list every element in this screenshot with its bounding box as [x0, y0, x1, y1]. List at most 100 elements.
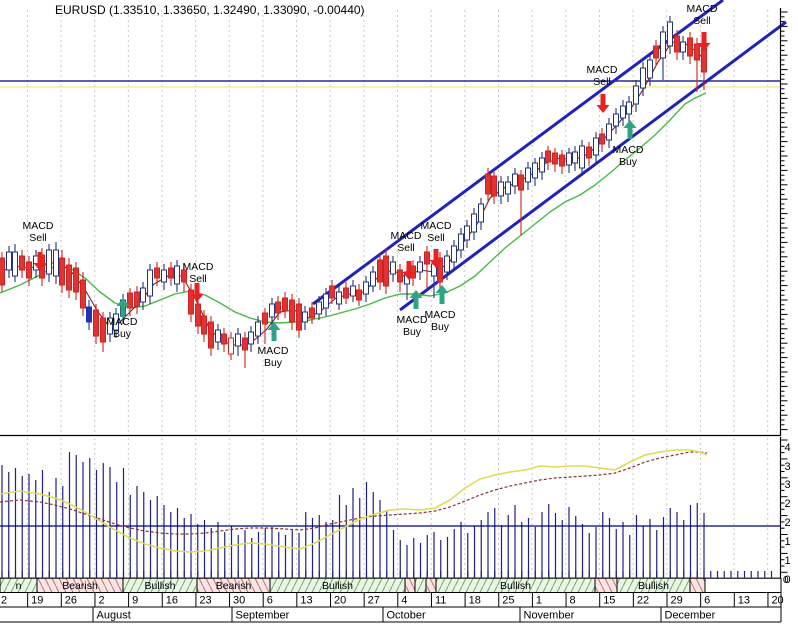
indicator-panel-layer: [0, 449, 781, 577]
sentiment-segment-bear: Bearish: [36, 577, 124, 594]
sentiment-segment-bear: [425, 577, 437, 594]
candle: [242, 332, 248, 368]
svg-text:16: 16: [166, 595, 178, 607]
svg-text:Buy: Buy: [619, 156, 638, 168]
candle: [93, 304, 99, 344]
candle: [181, 264, 187, 292]
candle: [525, 162, 531, 190]
svg-text:n: n: [16, 580, 22, 592]
svg-text:Bullish: Bullish: [638, 580, 669, 592]
candle: [674, 30, 680, 60]
svg-text:MACD: MACD: [23, 220, 54, 232]
candle: [620, 100, 626, 126]
svg-text:Buy: Buy: [403, 326, 422, 338]
candle: [471, 208, 477, 240]
svg-text:1: 1: [785, 555, 791, 567]
candle: [228, 332, 234, 360]
svg-text:Sell: Sell: [593, 76, 611, 88]
candle: [59, 250, 65, 293]
candle: [559, 150, 565, 174]
candle: [323, 288, 329, 316]
svg-text:October: October: [387, 610, 426, 622]
candle: [73, 262, 79, 300]
svg-text:MACD: MACD: [587, 64, 618, 76]
svg-text:20: 20: [771, 595, 783, 607]
macd-sell-arrow-icon: [429, 249, 443, 268]
horizontal-levels-layer: [0, 80, 781, 88]
candle: [147, 264, 153, 304]
candle: [113, 308, 119, 338]
svg-text:MACD: MACD: [258, 345, 289, 357]
candle: [390, 256, 396, 282]
candle: [174, 260, 180, 292]
svg-text:29: 29: [671, 595, 683, 607]
sentiment-segment-bear: Bearish: [196, 577, 271, 594]
candle: [680, 36, 686, 60]
svg-text:22: 22: [637, 595, 649, 607]
candle: [694, 38, 700, 92]
candle: [370, 266, 376, 292]
candle: [329, 280, 335, 304]
svg-text:Bearish: Bearish: [62, 580, 98, 592]
candle: [512, 168, 518, 194]
candle: [464, 220, 470, 248]
candle: [248, 326, 254, 352]
candle: [599, 128, 605, 152]
candle: [235, 328, 241, 356]
candle: [458, 228, 464, 258]
svg-text:MACD: MACD: [391, 230, 422, 242]
svg-text:4: 4: [785, 442, 791, 454]
sentiment-segment-bull: Bullish: [616, 577, 691, 594]
svg-text:Sell: Sell: [427, 232, 445, 244]
svg-text:1: 1: [536, 595, 542, 607]
svg-text:26: 26: [65, 595, 77, 607]
candle: [134, 286, 140, 314]
candle: [363, 276, 369, 302]
svg-text:MACD: MACD: [425, 309, 456, 321]
svg-text:8: 8: [570, 595, 576, 607]
candle: [350, 280, 356, 302]
candle: [485, 168, 491, 202]
svg-text:0: 0: [785, 574, 791, 586]
macd-sell-arrow-icon: [596, 94, 610, 113]
candle: [660, 26, 666, 80]
day-ticks-layer: [1, 571, 773, 578]
candle: [397, 264, 403, 292]
svg-text:MACD: MACD: [107, 316, 138, 328]
macd-sell-arrow-icon: [402, 261, 416, 280]
candle: [53, 242, 59, 284]
candle: [19, 250, 25, 278]
sentiment-segment-bull: Bullish: [269, 577, 406, 594]
candle: [586, 142, 592, 166]
svg-text:23: 23: [199, 595, 211, 607]
candle: [383, 248, 389, 294]
svg-text:September: September: [236, 610, 290, 622]
svg-text:30: 30: [233, 595, 245, 607]
candle: [532, 158, 538, 186]
svg-text:MACD: MACD: [421, 220, 452, 232]
macd-buy-arrow-icon: [623, 120, 637, 139]
sentiment-segment-bull: Bullish: [435, 577, 596, 594]
candle: [579, 140, 585, 176]
candle: [26, 256, 32, 286]
candle: [626, 96, 632, 122]
svg-text:15: 15: [603, 595, 615, 607]
candle: [491, 172, 497, 204]
sentiment-band-layer: n Bearish Bullish Bearish Bullish Bullish Bull…: [0, 577, 706, 594]
candle: [282, 292, 288, 318]
svg-text:MACD: MACD: [397, 314, 428, 326]
candle: [451, 240, 457, 270]
candle: [208, 316, 214, 356]
macd-buy-arrow-icon: [267, 322, 281, 341]
svg-text:0: 0: [783, 575, 789, 586]
candle: [613, 108, 619, 134]
candle: [100, 312, 106, 352]
svg-text:MACD: MACD: [613, 144, 644, 156]
